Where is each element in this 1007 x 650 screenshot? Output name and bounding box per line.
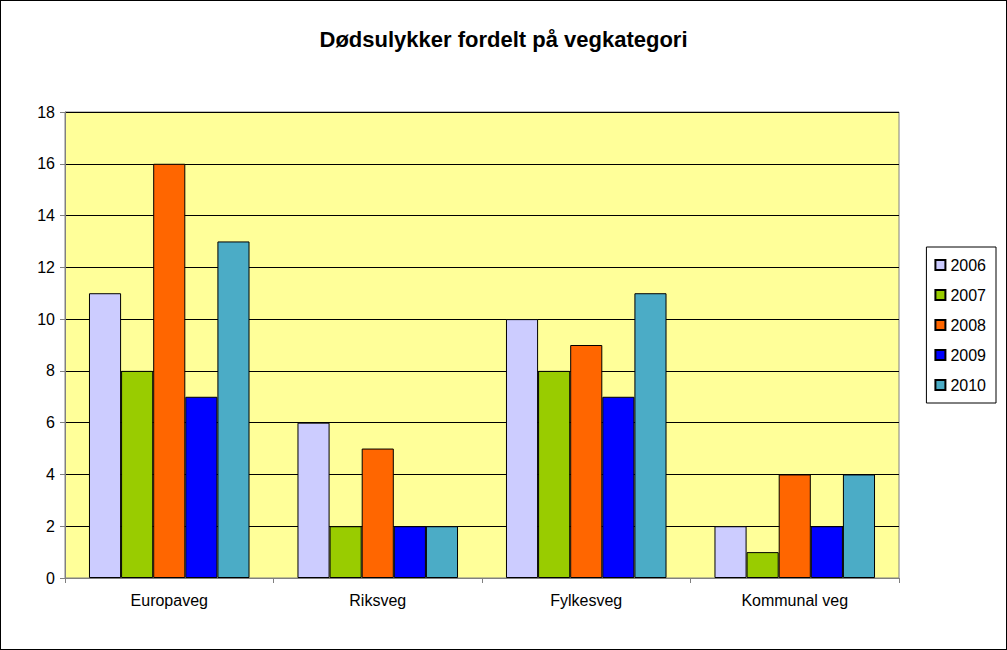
svg-text:14: 14 xyxy=(37,207,55,224)
svg-text:6: 6 xyxy=(46,414,55,431)
svg-text:Kommunal veg: Kommunal veg xyxy=(741,592,848,609)
svg-text:0: 0 xyxy=(46,570,55,587)
svg-text:4: 4 xyxy=(46,466,55,483)
svg-text:18: 18 xyxy=(37,104,55,121)
svg-text:2007: 2007 xyxy=(950,287,986,304)
svg-text:Europaveg: Europaveg xyxy=(131,592,208,609)
svg-text:2009: 2009 xyxy=(950,347,986,364)
svg-text:Fylkesveg: Fylkesveg xyxy=(550,592,622,609)
svg-text:2008: 2008 xyxy=(950,317,986,334)
svg-text:Riksveg: Riksveg xyxy=(349,592,406,609)
svg-text:Dødsulykker fordelt på vegkate: Dødsulykker fordelt på vegkategori xyxy=(320,27,688,52)
svg-text:10: 10 xyxy=(37,311,55,328)
svg-text:2: 2 xyxy=(46,518,55,535)
svg-text:2006: 2006 xyxy=(950,257,986,274)
svg-text:2010: 2010 xyxy=(950,377,986,394)
svg-text:8: 8 xyxy=(46,362,55,379)
svg-text:12: 12 xyxy=(37,259,55,276)
svg-text:16: 16 xyxy=(37,155,55,172)
